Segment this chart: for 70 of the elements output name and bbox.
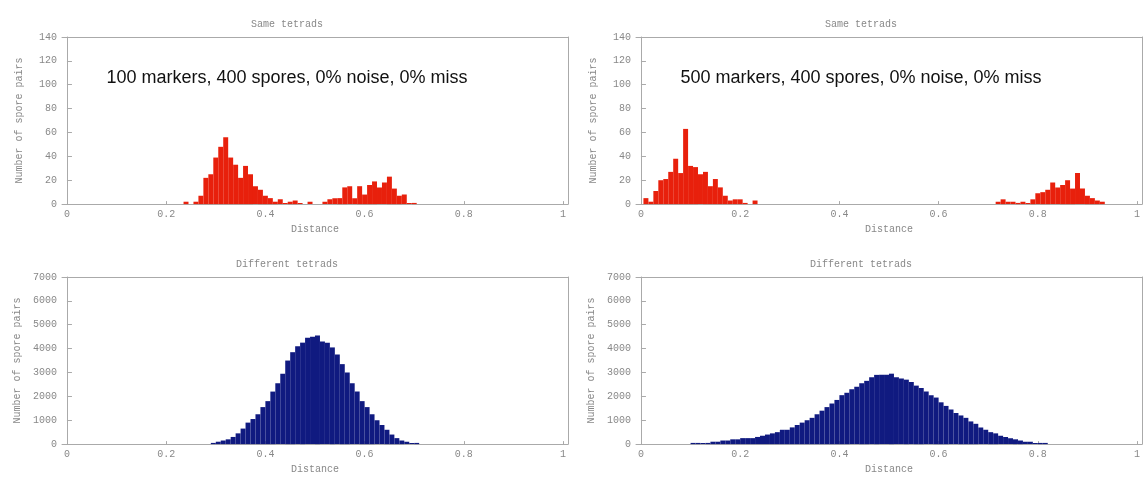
x-tick-label: 1 xyxy=(1134,208,1141,220)
y-tick-label: 120 xyxy=(612,55,631,67)
x-tick-label: 0.2 xyxy=(731,448,750,460)
y-tick-label: 100 xyxy=(612,79,631,91)
y-tick-label: 3000 xyxy=(32,366,57,378)
x-axis-title: Distance xyxy=(864,223,914,235)
x-tick-label: 0.6 xyxy=(929,448,948,460)
y-tick-label: 140 xyxy=(38,31,57,43)
x-tick-label: 0.4 xyxy=(830,448,849,460)
y-tick-label: 120 xyxy=(38,55,57,67)
x-tick-label: 0.2 xyxy=(731,208,750,220)
y-tick-label: 100 xyxy=(38,79,57,91)
x-tick-label: 0.4 xyxy=(830,208,849,220)
y-tick-label: 80 xyxy=(44,103,57,115)
y-tick-label: 40 xyxy=(44,150,57,162)
y-tick-label: 3000 xyxy=(606,366,631,378)
x-tick-label: 0.4 xyxy=(256,448,275,460)
x-tick-label: 1 xyxy=(560,448,567,460)
y-tick-label: 20 xyxy=(44,174,57,186)
x-tick-label: 0.6 xyxy=(355,448,374,460)
x-tick-label: 0 xyxy=(63,208,70,220)
y-tick-label: 60 xyxy=(44,126,57,138)
y-tick-label: 0 xyxy=(50,438,57,450)
y-tick-label: 2000 xyxy=(32,390,57,402)
annotation: 500 markers, 400 spores, 0% noise, 0% miss xyxy=(680,67,1042,87)
x-axis-title: Distance xyxy=(290,463,340,475)
x-tick-label: 0 xyxy=(637,208,644,220)
x-tick-label: 1 xyxy=(1134,448,1141,460)
chart-title: Different tetrads xyxy=(809,258,913,270)
y-tick-label: 4000 xyxy=(606,343,631,355)
y-tick-label: 0 xyxy=(624,198,631,210)
x-axis-title: Distance xyxy=(290,223,340,235)
y-tick-label: 6000 xyxy=(32,295,57,307)
y-tick-label: 6000 xyxy=(606,295,631,307)
y-tick-label: 2000 xyxy=(606,390,631,402)
chart-title: Same tetrads xyxy=(250,18,324,30)
y-tick-label: 5000 xyxy=(606,319,631,331)
y-tick-label: 80 xyxy=(618,103,631,115)
y-tick-label: 0 xyxy=(50,198,57,210)
y-tick-label: 1000 xyxy=(32,414,57,426)
y-tick-label: 4000 xyxy=(32,343,57,355)
y-tick-label: 7000 xyxy=(32,271,57,283)
x-tick-label: 0 xyxy=(63,448,70,460)
x-tick-label: 0.8 xyxy=(454,448,473,460)
y-tick-label: 1000 xyxy=(606,414,631,426)
y-tick-label: 5000 xyxy=(32,319,57,331)
x-tick-label: 0.8 xyxy=(1028,208,1047,220)
chart-title: Different tetrads xyxy=(235,258,339,270)
x-tick-label: 0 xyxy=(637,448,644,460)
x-axis-title: Distance xyxy=(864,463,914,475)
x-tick-label: 1 xyxy=(560,208,567,220)
y-axis-title: Number of spore pairs xyxy=(11,297,23,424)
y-axis-title: Number of spore pairs xyxy=(585,297,597,424)
x-tick-label: 0.8 xyxy=(1028,448,1047,460)
y-tick-label: 20 xyxy=(618,174,631,186)
x-tick-label: 0.4 xyxy=(256,208,275,220)
x-tick-label: 0.6 xyxy=(929,208,948,220)
y-axis-title: Number of spore pairs xyxy=(587,57,599,184)
x-tick-label: 0.8 xyxy=(454,208,473,220)
y-tick-label: 0 xyxy=(624,438,631,450)
y-tick-label: 140 xyxy=(612,31,631,43)
y-tick-label: 60 xyxy=(618,126,631,138)
annotation: 100 markers, 400 spores, 0% noise, 0% miss xyxy=(106,67,468,87)
y-tick-label: 7000 xyxy=(606,271,631,283)
y-tick-label: 40 xyxy=(618,150,631,162)
x-tick-label: 0.2 xyxy=(157,448,176,460)
x-tick-label: 0.6 xyxy=(355,208,374,220)
y-axis-title: Number of spore pairs xyxy=(13,57,25,184)
x-tick-label: 0.2 xyxy=(157,208,176,220)
chart-title: Same tetrads xyxy=(824,18,898,30)
